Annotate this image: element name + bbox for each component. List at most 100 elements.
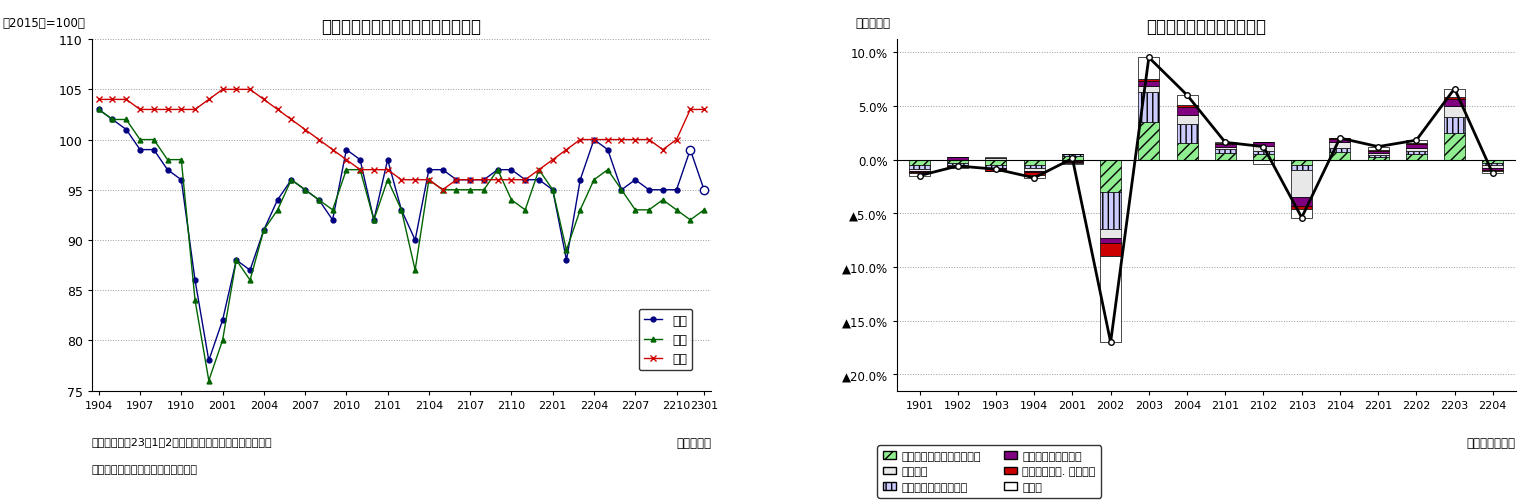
- 生産: [199, 358, 217, 364]
- Bar: [1405, 155, 1427, 160]
- Bar: [1444, 98, 1465, 100]
- 出荷: [364, 217, 383, 223]
- 出荷: [640, 207, 658, 213]
- Bar: [948, 163, 968, 165]
- 在庫: [158, 107, 176, 113]
- 出荷: [419, 177, 438, 183]
- 在庫: [268, 107, 286, 113]
- 在庫: [240, 87, 259, 93]
- Bar: [1024, 165, 1044, 169]
- 在庫: [282, 117, 300, 123]
- 在庫: [488, 177, 507, 183]
- 在庫: [571, 137, 589, 143]
- Bar: [1329, 140, 1350, 143]
- Bar: [1214, 143, 1236, 144]
- Bar: [1291, 198, 1312, 206]
- Bar: [909, 174, 929, 176]
- Bar: [1482, 169, 1503, 171]
- Bar: [1101, 238, 1121, 244]
- 出荷: [530, 167, 548, 173]
- 生産: [612, 187, 631, 193]
- 生産: [282, 177, 300, 183]
- Bar: [986, 160, 1006, 165]
- Bar: [1063, 161, 1082, 162]
- 生産: [681, 147, 700, 153]
- Bar: [1063, 163, 1082, 164]
- Text: （2015年=100）: （2015年=100）: [3, 17, 86, 30]
- Bar: [1482, 172, 1503, 174]
- Bar: [1291, 165, 1312, 171]
- 出荷: [323, 207, 341, 213]
- 出荷: [268, 207, 286, 213]
- Bar: [1139, 123, 1159, 160]
- 生産: [447, 177, 465, 183]
- Bar: [1291, 160, 1312, 165]
- 在庫: [530, 167, 548, 173]
- Bar: [1024, 169, 1044, 172]
- 出荷: [668, 207, 686, 213]
- 出荷: [557, 247, 576, 254]
- 在庫: [599, 137, 617, 143]
- Bar: [948, 168, 968, 169]
- 生産: [640, 187, 658, 193]
- 在庫: [392, 177, 410, 183]
- Title: 鉱工業生産の業種別寄与度: 鉱工業生産の業種別寄与度: [1147, 18, 1266, 36]
- 生産: [475, 177, 493, 183]
- 出荷: [199, 378, 217, 384]
- Bar: [1482, 163, 1503, 165]
- 在庫: [461, 177, 479, 183]
- 生産: [419, 167, 438, 173]
- 出荷: [309, 197, 328, 203]
- 出荷: [681, 217, 700, 223]
- Bar: [1329, 148, 1350, 153]
- 生産: [144, 147, 162, 153]
- Bar: [1214, 145, 1236, 147]
- 在庫: [130, 107, 149, 113]
- 在庫: [640, 137, 658, 143]
- Text: （前期比）: （前期比）: [856, 17, 891, 30]
- 出荷: [516, 207, 534, 213]
- Bar: [1063, 160, 1082, 161]
- 出荷: [116, 117, 135, 123]
- Bar: [1367, 150, 1389, 152]
- Bar: [1214, 147, 1236, 149]
- 在庫: [364, 167, 383, 173]
- 生産: [268, 197, 286, 203]
- 生産: [557, 258, 576, 264]
- 出荷: [89, 107, 107, 113]
- Bar: [1101, 192, 1121, 230]
- 在庫: [171, 107, 190, 113]
- Bar: [1214, 149, 1236, 154]
- Bar: [909, 170, 929, 172]
- Text: （資料）経済産業省「鉱工業指数」: （資料）経済産業省「鉱工業指数」: [92, 464, 197, 474]
- 出荷: [461, 187, 479, 193]
- Bar: [1367, 156, 1389, 158]
- Legend: 生産, 出荷, 在庫: 生産, 出荷, 在庫: [638, 309, 692, 371]
- 在庫: [199, 97, 217, 103]
- 生産: [171, 177, 190, 183]
- Bar: [1482, 160, 1503, 163]
- 生産: [599, 147, 617, 153]
- 出荷: [282, 177, 300, 183]
- 出荷: [585, 177, 603, 183]
- Bar: [1063, 155, 1082, 157]
- 在庫: [668, 137, 686, 143]
- Line: 生産: 生産: [96, 108, 706, 363]
- 生産: [406, 237, 424, 243]
- Bar: [1405, 141, 1427, 144]
- Bar: [1139, 58, 1159, 80]
- 生産: [130, 147, 149, 153]
- Bar: [1367, 158, 1389, 160]
- Bar: [1482, 171, 1503, 172]
- Bar: [1444, 89, 1465, 98]
- 在庫: [351, 167, 369, 173]
- Bar: [1444, 100, 1465, 107]
- 在庫: [185, 107, 204, 113]
- 生産: [337, 147, 355, 153]
- Bar: [1329, 143, 1350, 148]
- 出荷: [158, 157, 176, 163]
- 出荷: [654, 197, 672, 203]
- 在庫: [227, 87, 245, 93]
- 在庫: [419, 177, 438, 183]
- Line: 在庫: 在庫: [96, 87, 707, 193]
